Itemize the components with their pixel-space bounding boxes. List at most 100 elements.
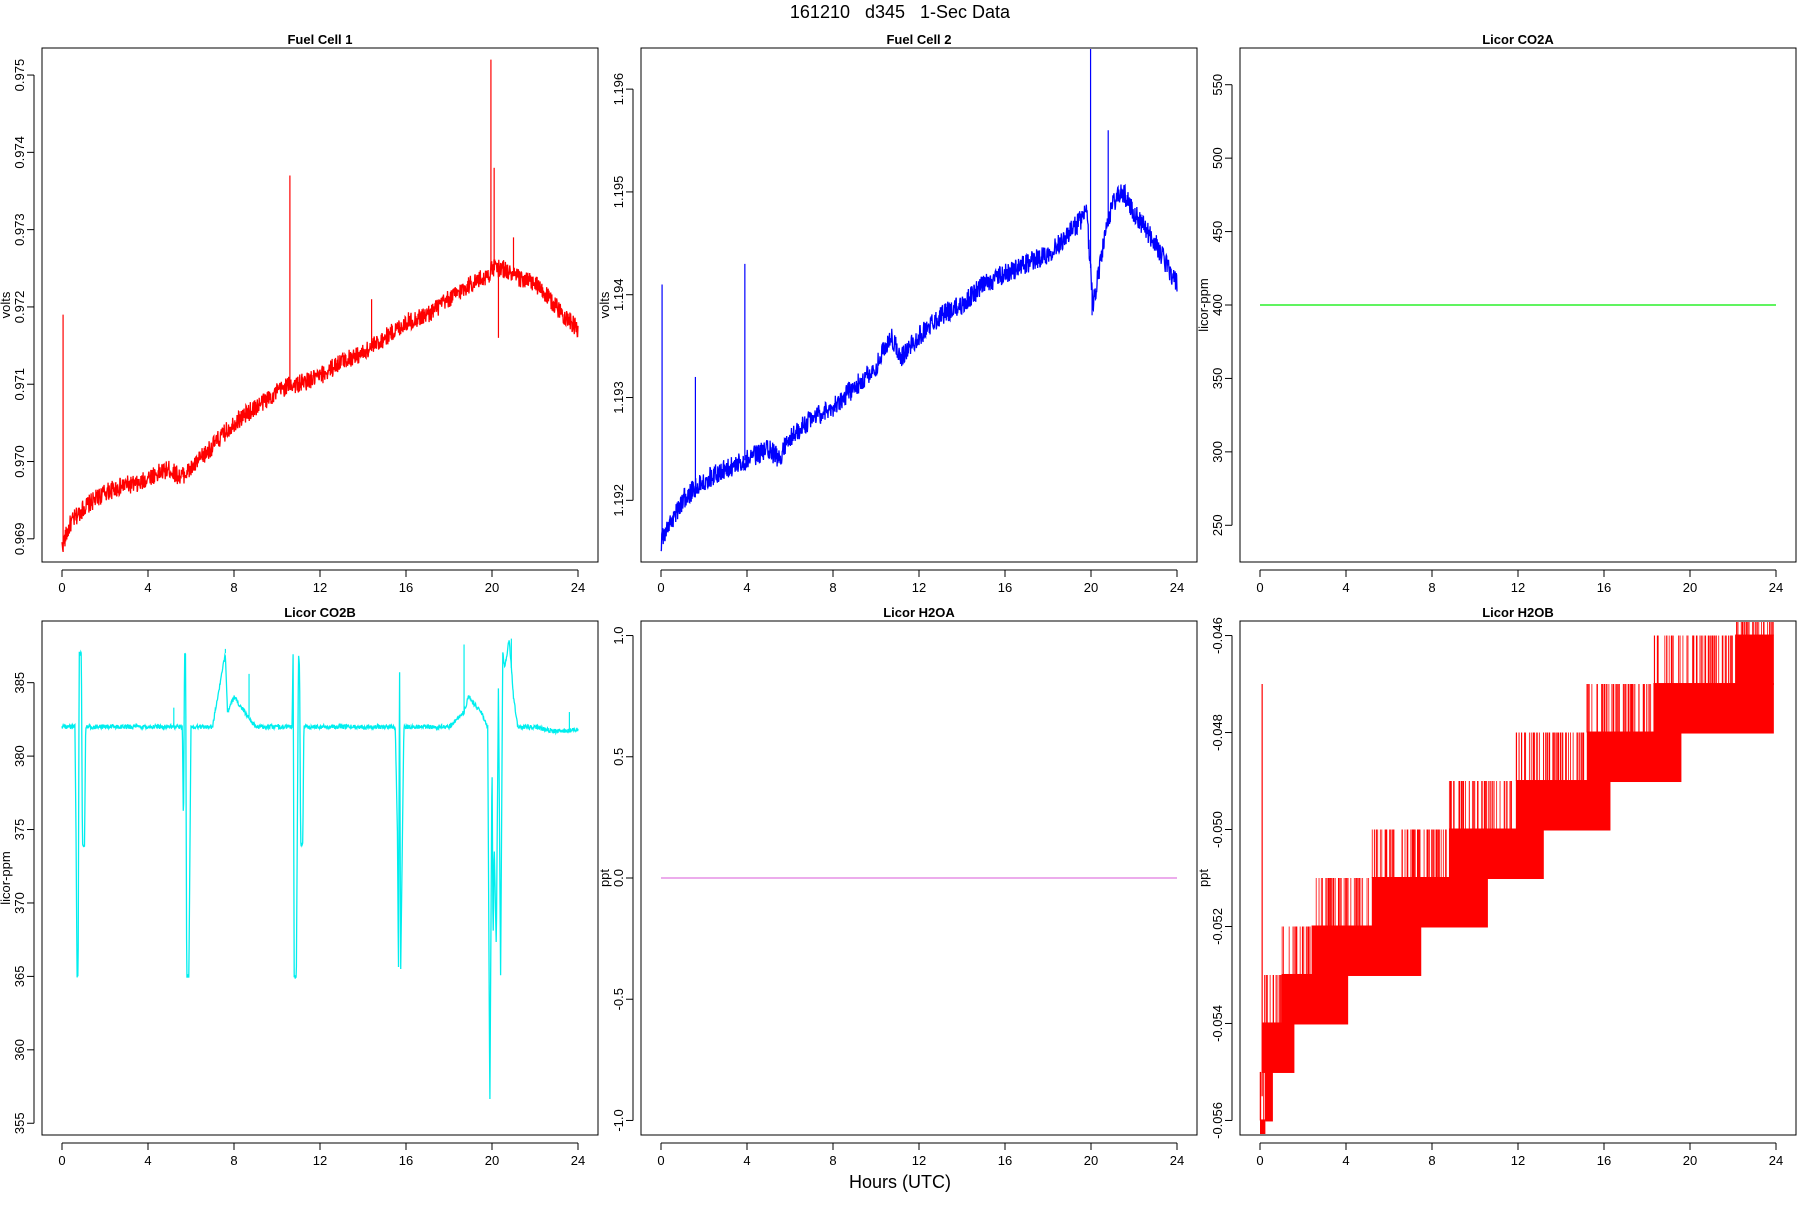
y-tick-label: 550 [1210, 74, 1225, 96]
y-tick-label: -0.052 [1210, 908, 1225, 945]
y-axis-label: ppt [1196, 869, 1211, 887]
step-band [1586, 731, 1682, 783]
y-tick-label: 0.975 [12, 59, 27, 92]
y-tick-label: 0.969 [12, 523, 27, 556]
x-tick-label: 12 [1511, 1153, 1525, 1168]
x-tick-label: 16 [1597, 1153, 1611, 1168]
x-tick-label: 0 [58, 580, 65, 595]
x-tick-label: 16 [399, 580, 413, 595]
y-tick-label: 380 [12, 745, 27, 767]
panel-title: Licor CO2B [284, 605, 356, 620]
panel-title: Fuel Cell 2 [886, 32, 951, 47]
data-layer [61, 59, 579, 553]
x-tick-label: 4 [743, 1153, 750, 1168]
y-axis-label: volts [597, 291, 612, 318]
x-tick-label: 12 [313, 580, 327, 595]
x-tick-label: 8 [230, 580, 237, 595]
y-tick-label: 1.0 [611, 627, 626, 645]
series-line [61, 259, 579, 553]
panel-co2b: Licor CO2B licor-ppm 0 4 8 12 16 20 24 355 360 365 3… [0, 605, 599, 1168]
panel-h2oa: Licor H2OA ppt 0 4 8 12 16 20 24 -1.0 -0.5 0.0 0.5 1.… [597, 605, 1198, 1168]
x-tick-label: 4 [144, 580, 151, 595]
y-axis-label: volts [0, 291, 13, 318]
step-band [1449, 828, 1544, 879]
y-tick-label: 360 [12, 1039, 27, 1061]
y-axis-label: ppt [597, 869, 612, 887]
step-band [1265, 1070, 1273, 1122]
panel-title: Licor CO2A [1482, 32, 1554, 47]
x-tick-label: 16 [1597, 580, 1611, 595]
y-tick-label: 1.194 [611, 278, 626, 311]
x-tick-label: 24 [1170, 580, 1184, 595]
y-axis-label: licor-ppm [1196, 278, 1211, 331]
plot-frame [41, 620, 599, 1136]
x-axis-title: Hours (UTC) [849, 1172, 951, 1192]
x-tick-label: 20 [1084, 580, 1098, 595]
y-tick-label: 1.193 [611, 381, 626, 414]
series-line [660, 183, 1178, 552]
x-tick-label: 12 [912, 580, 926, 595]
y-tick-label: 450 [1210, 221, 1225, 243]
y-tick-label: 1.195 [611, 176, 626, 209]
y-tick-label: 0.5 [611, 748, 626, 766]
y-tick-label: 0.970 [12, 445, 27, 478]
y-tick-label: -0.048 [1210, 714, 1225, 751]
y-tick-label: -0.050 [1210, 811, 1225, 848]
y-tick-label: 1.192 [611, 484, 626, 517]
y-tick-label: -0.046 [1210, 617, 1225, 654]
x-tick-label: 4 [1342, 580, 1349, 595]
plot-frame [640, 620, 1198, 1136]
y-tick-label: 365 [12, 966, 27, 988]
x-tick-label: 24 [1170, 1153, 1184, 1168]
panel-h2ob: Licor H2OB ppt 0 4 8 12 16 20 24 -0.056 -0.054 -0.0… [1196, 605, 1797, 1168]
y-tick-label: 0.973 [12, 213, 27, 246]
y-tick-label: -0.054 [1210, 1005, 1225, 1042]
x-tick-label: 0 [1256, 1153, 1263, 1168]
step-band [1653, 683, 1774, 734]
x-tick-label: 24 [571, 580, 585, 595]
y-tick-label: 500 [1210, 147, 1225, 169]
y-tick-label: 0.971 [12, 368, 27, 401]
y-tick-label: 385 [12, 672, 27, 694]
figure-title: 161210 d345 1-Sec Data [789, 2, 1011, 22]
step-band [1260, 1119, 1266, 1134]
x-tick-label: 16 [998, 1153, 1012, 1168]
step-band [1281, 973, 1349, 1025]
y-tick-label: 0.972 [12, 291, 27, 324]
x-tick-label: 16 [399, 1153, 413, 1168]
x-tick-label: 20 [1683, 1153, 1697, 1168]
y-tick-label: 1.196 [611, 73, 626, 106]
data-layer [61, 638, 579, 1100]
panel-co2a: Licor CO2A licor-ppm 0 4 8 12 16 20 24 250 300 350 4… [1196, 32, 1797, 595]
x-tick-label: 8 [230, 1153, 237, 1168]
y-tick-label: -1.0 [611, 1109, 626, 1131]
y-tick-label: -0.5 [611, 988, 626, 1010]
x-tick-label: 20 [1683, 580, 1697, 595]
panel-title: Licor H2OA [883, 605, 955, 620]
x-tick-label: 20 [1084, 1153, 1098, 1168]
y-tick-label: 0.974 [12, 136, 27, 169]
x-tick-label: 4 [1342, 1153, 1349, 1168]
x-tick-label: 0 [657, 580, 664, 595]
panel-fc2: Fuel Cell 2 volts 0 4 8 12 16 20 24 1.192 1.193 1.1… [597, 32, 1198, 595]
x-tick-label: 0 [58, 1153, 65, 1168]
x-tick-label: 8 [1428, 1153, 1435, 1168]
y-tick-label: 300 [1210, 441, 1225, 463]
x-tick-label: 24 [571, 1153, 585, 1168]
x-tick-label: 8 [829, 580, 836, 595]
step-band [1515, 780, 1611, 831]
plot-frame [1239, 620, 1797, 1136]
x-tick-label: 16 [998, 580, 1012, 595]
step-band [1735, 634, 1774, 686]
x-tick-label: 12 [313, 1153, 327, 1168]
step-band [1371, 877, 1488, 928]
x-tick-label: 8 [829, 1153, 836, 1168]
panel-fc1: Fuel Cell 1 volts 0 4 8 12 16 20 24 0.969 0.970 0.9… [0, 32, 599, 595]
plot-frame [640, 47, 1198, 563]
x-tick-label: 12 [1511, 580, 1525, 595]
panel-title: Licor H2OB [1482, 605, 1554, 620]
y-tick-label: 370 [12, 892, 27, 914]
x-tick-label: 4 [743, 580, 750, 595]
y-tick-label: -0.056 [1210, 1102, 1225, 1139]
